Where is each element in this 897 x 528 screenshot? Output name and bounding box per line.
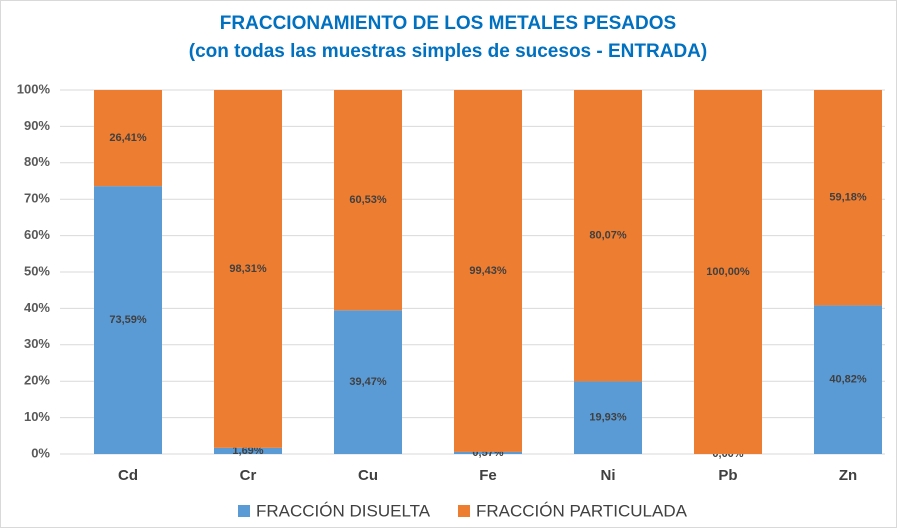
bar-segment	[334, 310, 402, 454]
x-tick-label: Pb	[718, 467, 737, 484]
legend-label: FRACCIÓN DISUELTA	[256, 501, 431, 520]
data-label: 60,53%	[349, 194, 387, 206]
data-label: 39,47%	[349, 376, 387, 388]
legend-swatch	[238, 505, 250, 517]
legend-swatch	[458, 505, 470, 517]
x-tick-label: Ni	[601, 467, 616, 484]
y-tick-label: 10%	[24, 409, 50, 424]
bar-segment	[94, 186, 162, 455]
bar-segment	[334, 90, 402, 311]
chart-title: FRACCIONAMIENTO DE LOS METALES PESADOS	[220, 13, 676, 34]
data-label: 98,31%	[229, 263, 267, 275]
x-tick-label: Cd	[118, 467, 138, 484]
bar-segment	[214, 447, 282, 454]
x-tick-label: Cr	[240, 467, 257, 484]
y-tick-label: 90%	[24, 118, 50, 133]
y-tick-label: 100%	[17, 81, 51, 96]
y-tick-label: 50%	[24, 263, 50, 278]
data-label: 73,59%	[109, 314, 147, 326]
y-tick-label: 80%	[24, 154, 50, 169]
y-tick-label: 70%	[24, 191, 50, 206]
chart-subtitle: (con todas las muestras simples de suces…	[189, 41, 707, 62]
bar-segment	[814, 90, 882, 306]
data-label: 59,18%	[829, 192, 867, 204]
y-tick-label: 0%	[31, 445, 50, 460]
data-label: 80,07%	[589, 230, 627, 242]
bar-segment	[214, 90, 282, 448]
y-tick-label: 30%	[24, 336, 50, 351]
bar-segment	[94, 90, 162, 187]
y-tick-label: 40%	[24, 300, 50, 315]
y-tick-label: 60%	[24, 227, 50, 242]
bar-segment	[454, 90, 522, 452]
bar-segment	[574, 381, 642, 454]
legend-label: FRACCIÓN PARTICULADA	[476, 501, 688, 520]
y-tick-label: 20%	[24, 373, 50, 388]
bar-segment	[694, 90, 762, 454]
x-tick-label: Fe	[479, 467, 497, 484]
bar-segment	[574, 90, 642, 382]
bar-segment	[814, 305, 882, 454]
bar-segment	[454, 451, 522, 454]
x-tick-label: Cu	[358, 467, 378, 484]
data-label: 26,41%	[109, 132, 147, 144]
data-label: 40,82%	[829, 374, 867, 386]
data-label: 19,93%	[589, 412, 627, 424]
x-tick-label: Zn	[839, 467, 857, 484]
data-label: 99,43%	[469, 265, 507, 277]
data-label: 100,00%	[706, 266, 750, 278]
